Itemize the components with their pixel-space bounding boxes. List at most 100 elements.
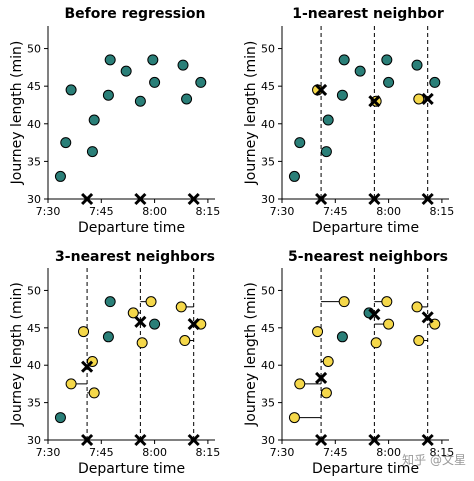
chart-title: Before regression — [64, 6, 205, 22]
training-point — [60, 137, 72, 149]
training-point — [102, 89, 114, 101]
query-marker — [81, 192, 94, 206]
y-tick-label: 40 — [27, 359, 41, 372]
prediction-marker — [134, 315, 147, 328]
watermark-text: 知乎 @文星 — [402, 452, 466, 467]
x-tick-label: 7:45 — [89, 446, 114, 459]
training-point — [65, 84, 77, 96]
chart-panel-3: 3-nearest neighbors 7:30 7:45 8:00 8:15 30 35 4… — [9, 249, 220, 477]
training-point — [181, 93, 193, 105]
training-point — [149, 76, 161, 88]
neighbor-point — [179, 335, 191, 347]
neighbor-point — [413, 335, 425, 347]
query-marker — [134, 433, 147, 447]
query-marker — [421, 192, 434, 206]
chart-title: 5-nearest neighbors — [288, 249, 448, 265]
query-marker — [315, 192, 328, 206]
query-marker — [134, 192, 147, 206]
y-tick-label: 30 — [261, 434, 275, 447]
prediction-marker — [187, 318, 200, 331]
training-point — [381, 54, 393, 66]
chart-title: 1-nearest neighbor — [292, 6, 444, 22]
x-tick-label: 7:30 — [36, 205, 61, 218]
training-point — [338, 54, 350, 66]
training-point — [383, 76, 395, 88]
x-axis-label: Departure time — [78, 220, 185, 236]
x-tick-label: 7:45 — [323, 205, 348, 218]
y-tick-label: 45 — [261, 80, 275, 93]
neighbor-point — [413, 93, 425, 105]
neighbor-point — [288, 412, 300, 424]
training-point — [147, 54, 159, 66]
y-tick-label: 40 — [27, 118, 41, 131]
prediction-marker — [315, 83, 328, 96]
y-tick-label: 30 — [27, 193, 41, 206]
y-tick-label: 45 — [27, 322, 41, 335]
y-tick-label: 50 — [27, 43, 41, 56]
x-tick-label: 7:45 — [89, 205, 114, 218]
chart-panel-1: Before regression 7:30 7:45 8:00 8:15 30 35 40 4… — [9, 6, 220, 236]
training-point — [320, 146, 332, 158]
y-axis-label: Journey length (min) — [9, 41, 25, 186]
training-point — [86, 146, 98, 158]
training-point — [104, 296, 116, 308]
y-tick-label: 40 — [261, 359, 275, 372]
neighbor-point — [322, 355, 334, 367]
y-axis-label: Journey length (min) — [243, 282, 259, 427]
training-point — [88, 114, 100, 126]
neighbor-point — [411, 301, 423, 313]
prediction-marker — [368, 308, 381, 321]
query-marker — [187, 192, 200, 206]
x-tick-label: 8:00 — [376, 205, 401, 218]
neighbor-point — [294, 378, 306, 390]
y-tick-label: 40 — [261, 118, 275, 131]
chart-title: 3-nearest neighbors — [55, 249, 215, 265]
x-tick-label: 8:00 — [142, 205, 167, 218]
x-axis-label: Departure time — [312, 220, 419, 236]
training-point — [429, 76, 441, 88]
chart-panel-4: 5-nearest neighbors 7:30 7:45 8:00 8:15 30 35 4… — [243, 249, 454, 477]
y-tick-label: 50 — [261, 43, 275, 56]
neighbor-point — [65, 378, 77, 390]
neighbor-point — [88, 387, 100, 399]
neighbor-point — [175, 301, 187, 313]
y-axis-label: Journey length (min) — [243, 41, 259, 186]
y-axis-label: Journey length (min) — [9, 282, 25, 427]
query-marker — [368, 433, 381, 447]
prediction-marker — [315, 371, 328, 384]
training-point — [336, 89, 348, 101]
prediction-marker — [421, 311, 434, 324]
training-point — [102, 331, 114, 343]
y-tick-label: 35 — [27, 397, 41, 410]
x-tick-label: 7:30 — [36, 446, 61, 459]
y-tick-label: 50 — [261, 284, 275, 297]
training-point — [354, 65, 366, 77]
training-point — [134, 95, 146, 107]
training-point — [336, 331, 348, 343]
training-point — [120, 65, 132, 77]
neighbor-point — [383, 318, 395, 330]
x-tick-label: 8:15 — [430, 205, 455, 218]
x-tick-label: 7:30 — [270, 205, 295, 218]
query-marker — [187, 433, 200, 447]
x-tick-label: 7:45 — [323, 446, 348, 459]
training-point — [54, 170, 66, 182]
training-point — [149, 318, 161, 330]
x-tick-label: 8:00 — [376, 446, 401, 459]
y-tick-label: 35 — [261, 397, 275, 410]
query-marker — [421, 433, 434, 447]
x-tick-label: 7:30 — [270, 446, 295, 459]
training-point — [322, 114, 334, 126]
y-tick-label: 50 — [27, 284, 41, 297]
training-point — [177, 59, 189, 71]
query-marker — [315, 433, 328, 447]
training-point — [195, 76, 207, 88]
chart-panel-2: 1-nearest neighbor 7:30 7:45 8:00 8:15 30 35 40… — [243, 6, 454, 236]
y-tick-label: 35 — [27, 155, 41, 168]
x-tick-label: 8:15 — [196, 446, 221, 459]
x-tick-label: 8:15 — [430, 446, 455, 459]
x-tick-label: 8:00 — [142, 446, 167, 459]
y-tick-label: 45 — [27, 80, 41, 93]
neighbor-point — [320, 387, 332, 399]
